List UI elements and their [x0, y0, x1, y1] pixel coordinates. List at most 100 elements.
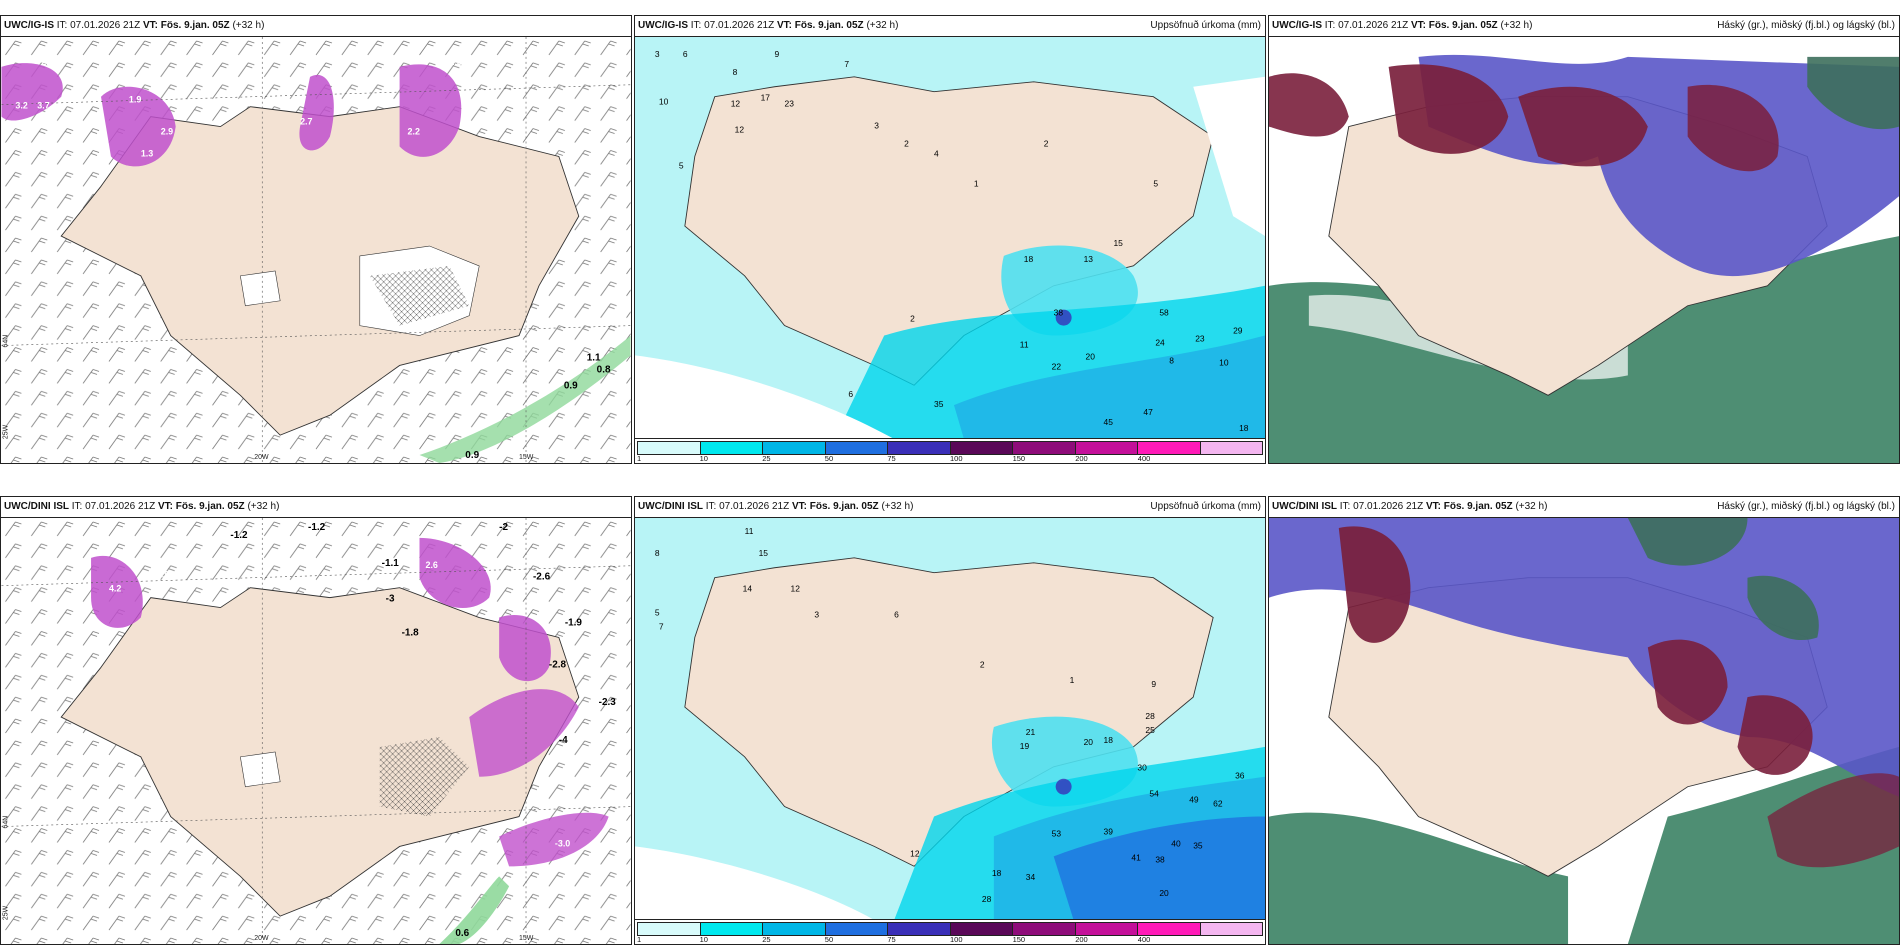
precip-value: 5 — [1153, 178, 1158, 188]
lat-label: 25W — [2, 905, 9, 920]
precip-value: 10 — [659, 97, 669, 107]
vt-value: Fös. 9.jan. 05Z — [160, 20, 230, 31]
colorbar-swatch — [825, 442, 888, 454]
panel-header: UWC/IG-IS IT: 07.01.2026 21Z VT: Fös. 9.… — [1269, 16, 1899, 37]
colorbar-tick-label: 1 — [637, 454, 642, 463]
panel-cloud-row2: UWC/DINI ISL IT: 07.01.2026 21Z VT: Fös.… — [1268, 496, 1900, 945]
panel-title: Háský (gr.), miðský (fj.bl.) og lágský (… — [1717, 20, 1895, 31]
colorbar-swatch — [1138, 442, 1201, 454]
wind-value-label: -2.3 — [599, 697, 617, 708]
precip-value: 7 — [659, 621, 664, 631]
colorbar-tick-label: 25 — [762, 935, 771, 944]
precip-value: 6 — [683, 49, 688, 59]
colorbar-swatch — [1200, 442, 1262, 454]
vt-label: VT: — [791, 501, 807, 512]
precip-value: 36 — [1235, 771, 1245, 781]
precip-value: 10 — [1219, 357, 1229, 367]
precip-value: 47 — [1143, 407, 1153, 417]
precip-value: 38 — [1054, 308, 1064, 318]
colorbar-swatch — [638, 442, 701, 454]
icing-area — [1, 63, 63, 121]
lon-label: 20W — [254, 935, 269, 942]
colorbar-swatch — [1138, 923, 1201, 935]
precip-value: 53 — [1052, 828, 1062, 838]
cloud-map — [1269, 518, 1899, 944]
colorbar-swatch — [888, 923, 951, 935]
lon-label: 20W — [254, 454, 269, 461]
lead-time: (+32 h) — [866, 20, 899, 31]
colorbar-swatch — [700, 923, 763, 935]
precip-value: 23 — [1195, 333, 1205, 343]
lead-time: (+32 h) — [881, 501, 914, 512]
colorbar-tick-label: 75 — [887, 454, 896, 463]
wind-value-label: 2.9 — [161, 127, 173, 137]
wind-value-label: 2.1 — [41, 57, 53, 67]
vt-label: VT: — [157, 501, 173, 512]
it-value: 07.01.2026 21Z — [70, 20, 141, 31]
map-svg: 3 6 9 7 8 10 12 17 23 12 5 3 2 4 13 18 1… — [635, 37, 1265, 439]
wind-value-label: 0.8 — [597, 364, 611, 375]
panel-wind-row1: UWC/IG-IS IT: 07.01.2026 21Z VT: Fös. 9.… — [0, 15, 632, 464]
vt-label: VT: — [1425, 501, 1441, 512]
panel-precip-row2: UWC/DINI ISL IT: 07.01.2026 21Z VT: Fös.… — [634, 496, 1266, 945]
vt-value: Fös. 9.jan. 05Z — [1428, 20, 1498, 31]
wind-value-label: -1.2 — [230, 530, 248, 541]
panel-title: Uppsöfnuð úrkoma (mm) — [1150, 20, 1261, 31]
precip-value: 45 — [1104, 417, 1114, 427]
precip-value: 15 — [759, 548, 769, 558]
precip-value: 34 — [1026, 872, 1036, 882]
it-label: IT: — [690, 20, 702, 31]
precip-value: 12 — [731, 99, 741, 109]
colorbar: 1 10 25 50 75 100 150 200 400 — [635, 438, 1265, 463]
hatched-area — [369, 265, 470, 326]
wind-value-label: 0.9 — [465, 450, 479, 461]
lead-time: (+32 h) — [1515, 501, 1548, 512]
colorbar-tick-label: 150 — [1012, 454, 1026, 463]
vt-label: VT: — [776, 20, 792, 31]
colorbar-swatch — [888, 442, 951, 454]
wind-value-label: -4 — [559, 735, 568, 746]
precip-value: 21 — [1026, 727, 1036, 737]
colorbar-tick-label: 200 — [1075, 454, 1088, 463]
wind-value-label: -2 — [499, 522, 508, 533]
precip-value: 8 — [733, 67, 738, 77]
panel-header: UWC/IG-IS IT: 07.01.2026 21Z VT: Fös. 9.… — [1, 16, 631, 37]
wind-value-label: 1.3 — [141, 148, 153, 158]
map-svg: 2.1 3.7 3.2 1.9 2.9 1.3 2.7 2.2 2.3 1.1 … — [1, 37, 631, 463]
colorbar-swatch — [825, 923, 888, 935]
vt-label: VT: — [142, 20, 158, 31]
precip-value: 2 — [1044, 138, 1049, 148]
precip-value: 17 — [761, 93, 771, 103]
colorbar-swatch — [1013, 923, 1076, 935]
precip-map: 11 8 15 14 12 5 7 3 6 21 19 20 18 25 28 … — [635, 518, 1265, 920]
wind-value-label: 2.2 — [408, 127, 420, 137]
precip-value: 13 — [1084, 254, 1094, 264]
colorbar-tick-label: 1 — [637, 935, 642, 944]
colorbar-tick-label: 50 — [824, 454, 834, 463]
colorbar-swatch — [763, 442, 826, 454]
precip-value: 1 — [974, 178, 979, 188]
colorbar-tick-label: 100 — [950, 935, 963, 944]
precip-value: 20 — [1159, 888, 1169, 898]
precip-value: 35 — [1193, 840, 1203, 850]
precip-value: 49 — [1189, 795, 1199, 805]
precip-value: 2 — [904, 138, 909, 148]
colorbar-swatch — [950, 442, 1013, 454]
it-label: IT: — [1339, 501, 1351, 512]
precip-value: 18 — [1024, 254, 1034, 264]
wind-value-label: -1.1 — [382, 558, 400, 569]
precip-value: 54 — [1149, 789, 1159, 799]
precip-value: 6 — [894, 610, 899, 620]
lead-time: (+32 h) — [232, 20, 265, 31]
wind-value-label: -2.8 — [549, 659, 567, 670]
precip-value: 1 — [1070, 675, 1075, 685]
it-value: 07.01.2026 21Z — [719, 501, 790, 512]
precip-value: 25 — [1145, 725, 1155, 735]
wind-value-label: 4.2 — [109, 584, 121, 594]
panel-header: UWC/DINI ISL IT: 07.01.2026 21Z VT: Fös.… — [1, 497, 631, 518]
icing-area — [101, 86, 176, 167]
it-label: IT: — [71, 501, 83, 512]
precip-value: 23 — [785, 99, 795, 109]
precip-value: 9 — [1151, 679, 1156, 689]
it-label: IT: — [1324, 20, 1336, 31]
